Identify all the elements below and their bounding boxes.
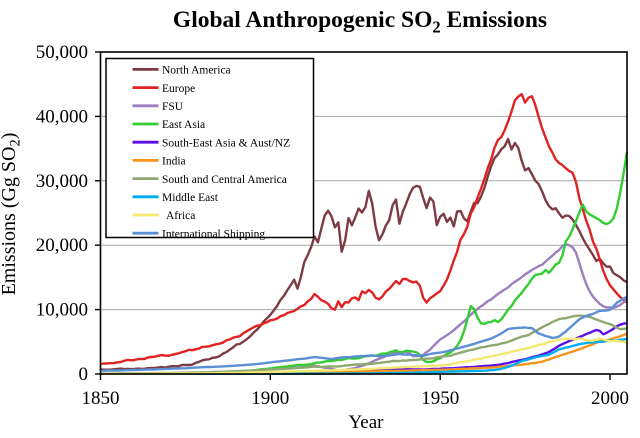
svg-text:Europe: Europe: [162, 83, 195, 95]
svg-text:10,000: 10,000: [36, 300, 88, 321]
svg-text:50,000: 50,000: [36, 42, 88, 63]
svg-text:Global Anthropogenic SO2 Emiss: Global Anthropogenic SO2 Emissions: [173, 7, 547, 37]
svg-text:India: India: [162, 156, 186, 168]
svg-text:International Shipping: International Shipping: [162, 228, 265, 240]
svg-text:1850: 1850: [82, 388, 120, 409]
svg-text:North America: North America: [162, 65, 231, 77]
svg-text:East Asia: East Asia: [162, 119, 205, 131]
svg-text:20,000: 20,000: [36, 235, 88, 256]
svg-text:0: 0: [79, 364, 89, 385]
svg-text:30,000: 30,000: [36, 171, 88, 192]
svg-text:South and Central America: South and Central America: [162, 174, 287, 186]
svg-text:40,000: 40,000: [36, 106, 88, 127]
svg-text:Africa: Africa: [166, 210, 195, 222]
svg-text:South-East Asia & Aust/NZ: South-East Asia & Aust/NZ: [162, 137, 290, 149]
svg-text:Year: Year: [348, 412, 384, 433]
svg-text:FSU: FSU: [162, 101, 184, 113]
svg-text:Middle East: Middle East: [162, 192, 219, 204]
svg-text:Emissions (Gg SO2): Emissions (Gg SO2): [0, 133, 24, 296]
svg-text:1900: 1900: [251, 388, 289, 409]
svg-text:2000: 2000: [591, 388, 629, 409]
svg-text:1950: 1950: [421, 388, 459, 409]
